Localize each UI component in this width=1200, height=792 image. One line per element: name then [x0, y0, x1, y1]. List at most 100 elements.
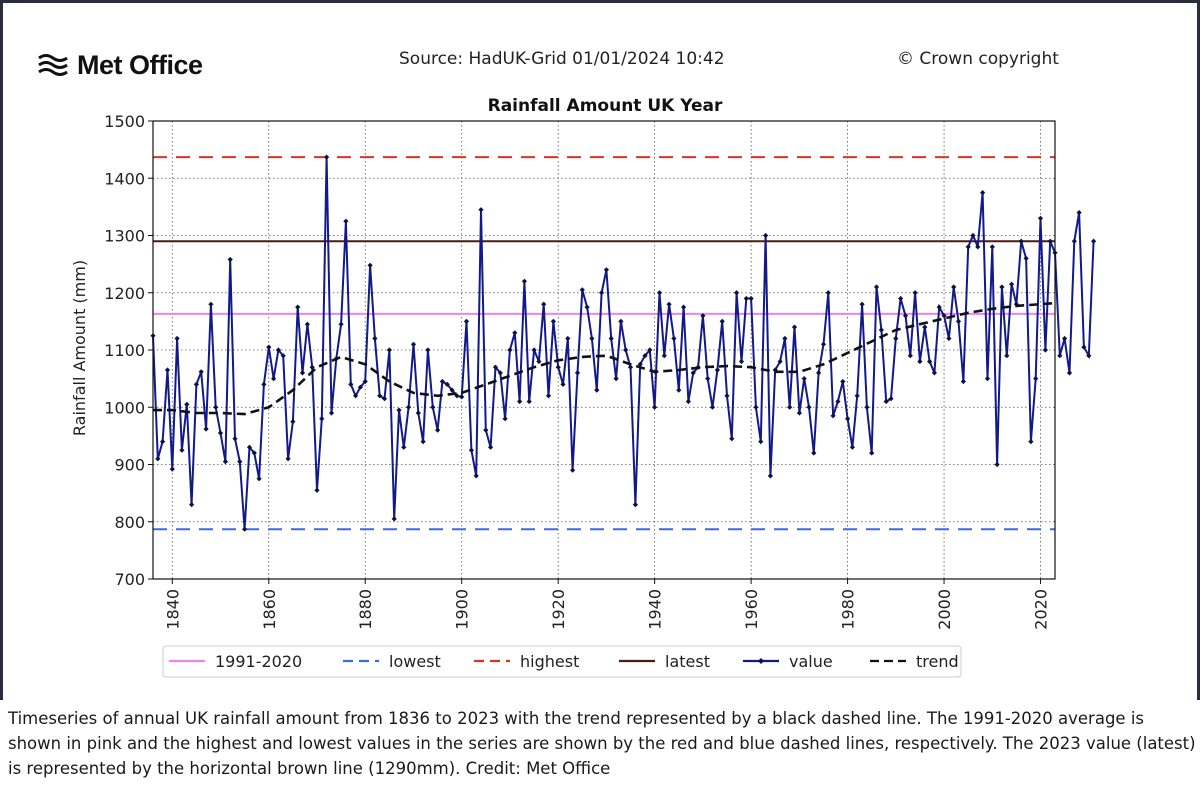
y-tick-label: 900 [114, 456, 145, 475]
value-marker [545, 393, 552, 399]
logo-text: Met Office [77, 49, 203, 80]
value-marker [627, 364, 634, 370]
value-marker [463, 318, 470, 324]
value-marker [1091, 238, 1097, 244]
value-marker [960, 378, 966, 385]
value-marker [497, 370, 503, 376]
value-marker [820, 341, 827, 347]
value-marker [198, 369, 204, 375]
value-marker [898, 295, 904, 302]
value-marker [743, 295, 749, 302]
value-marker [478, 207, 484, 213]
value-marker [1076, 210, 1082, 216]
y-tick-label: 1000 [104, 398, 145, 417]
value-marker [724, 393, 730, 399]
value-marker [589, 335, 595, 342]
x-tick-label: 2000 [935, 589, 954, 630]
value-marker [459, 394, 465, 400]
value-marker [531, 347, 537, 353]
value-marker [922, 324, 928, 330]
y-tick-label: 700 [114, 570, 145, 589]
value-marker [845, 416, 851, 422]
value-marker [285, 456, 291, 462]
value-marker [666, 301, 672, 307]
value-marker [1023, 255, 1029, 261]
value-marker [980, 190, 986, 196]
x-tick-label: 1840 [163, 589, 182, 630]
value-marker [705, 376, 711, 382]
value-marker [1062, 335, 1068, 342]
value-marker [304, 321, 310, 327]
value-marker [1004, 353, 1010, 359]
x-tick-label: 2020 [1032, 589, 1051, 630]
legend-label-value: value [789, 652, 833, 671]
value-marker [1047, 238, 1053, 244]
value-marker [319, 416, 325, 422]
value-marker [174, 335, 180, 342]
value-marker [1033, 376, 1039, 382]
value-marker [902, 313, 909, 319]
value-marker [517, 398, 523, 405]
value-marker [840, 378, 846, 385]
value-marker [1071, 238, 1077, 244]
figure-caption: Timeseries of annual UK rainfall amount … [8, 709, 1196, 778]
value-marker [854, 393, 860, 399]
value-marker [681, 304, 687, 310]
value-marker [738, 358, 745, 365]
value-marker [656, 290, 663, 296]
value-marker [179, 447, 185, 453]
value-marker [989, 244, 995, 250]
value-marker [777, 358, 783, 365]
source-label: Source: HadUK-Grid 01/01/2024 10:42 [399, 49, 725, 69]
value-marker [222, 459, 228, 465]
value-marker [396, 407, 402, 413]
value-marker [213, 404, 219, 410]
value-marker [290, 419, 296, 425]
value-marker [676, 387, 682, 393]
value-marker [324, 154, 330, 160]
value-marker [632, 502, 638, 508]
value-marker [155, 456, 161, 462]
value-marker [1042, 347, 1048, 353]
copyright-label: © Crown copyright [897, 49, 1059, 69]
value-marker [449, 387, 455, 393]
value-marker [275, 347, 281, 353]
wave-icon [38, 54, 68, 76]
value-marker [574, 370, 581, 376]
value-marker [912, 290, 918, 296]
value-marker [435, 427, 441, 433]
value-marker [873, 284, 880, 290]
value-marker [444, 381, 450, 387]
x-tick-label: 1940 [646, 589, 665, 630]
value-marker [603, 267, 609, 273]
value-marker [1081, 344, 1087, 350]
value-marker [314, 487, 320, 493]
legend-label-1991-2020: 1991-2020 [215, 652, 302, 671]
value-marker [164, 367, 171, 373]
value-marker [965, 244, 971, 250]
value-marker [685, 398, 691, 405]
value-marker [565, 335, 571, 342]
legend-label-latest: latest [665, 652, 710, 671]
value-marker [825, 290, 831, 296]
value-marker [623, 347, 629, 353]
value-marker [1066, 370, 1073, 376]
value-marker [796, 410, 802, 416]
value-marker [367, 262, 373, 268]
value-marker [816, 370, 822, 376]
value-marker [309, 364, 315, 370]
value-marker [878, 327, 884, 333]
value-marker [232, 436, 238, 442]
value-marker [584, 304, 590, 310]
value-marker [560, 381, 566, 387]
value-marker [468, 447, 474, 453]
legend-marker-value [758, 658, 764, 664]
value-marker [999, 284, 1005, 290]
axis-ticks: 700 800 900 1000 1100 1200 1300 1400 1500 1840 186… [104, 112, 1050, 630]
value-marker [256, 476, 262, 482]
value-marker [801, 376, 807, 382]
value-marker [507, 347, 513, 353]
value-marker [869, 450, 875, 456]
value-marker [975, 244, 981, 250]
value-marker [787, 404, 793, 410]
